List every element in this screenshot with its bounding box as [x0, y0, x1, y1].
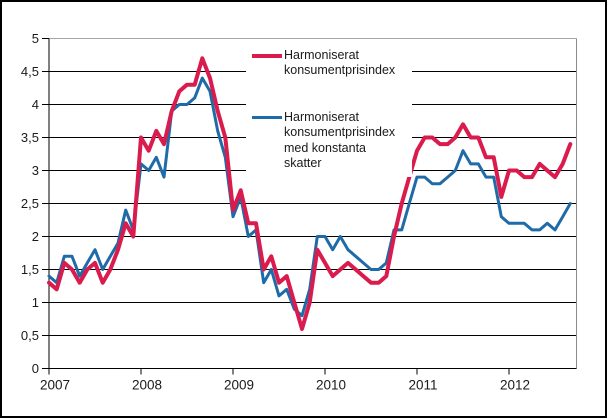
hicp-line-swatch	[252, 54, 282, 58]
svg-text:5: 5	[32, 31, 39, 46]
svg-text:4: 4	[32, 97, 39, 112]
svg-text:0,5: 0,5	[21, 328, 39, 343]
svg-text:3: 3	[32, 163, 39, 178]
legend-item-hicp: Harmoniserat konsumentprisindex	[252, 48, 412, 79]
legend-item-hicp-ct: Harmoniserat konsumentprisindex med kons…	[252, 110, 412, 172]
svg-text:4,5: 4,5	[21, 64, 39, 79]
svg-text:2,5: 2,5	[21, 196, 39, 211]
svg-text:3,5: 3,5	[21, 130, 39, 145]
svg-text:2012: 2012	[500, 378, 530, 393]
svg-text:2007: 2007	[40, 378, 70, 393]
svg-text:2008: 2008	[132, 378, 162, 393]
svg-text:2009: 2009	[224, 378, 254, 393]
series-line	[47, 56, 573, 331]
legend-label-hicp-ct: Harmoniserat konsumentprisindex med kons…	[284, 109, 396, 171]
svg-text:2010: 2010	[316, 378, 346, 393]
svg-text:1,5: 1,5	[21, 262, 39, 277]
svg-text:2011: 2011	[408, 378, 437, 393]
legend: Harmoniserat konsumentprisindex Harmonis…	[246, 42, 412, 178]
legend-label-hicp: Harmoniserat konsumentprisindex	[284, 48, 396, 78]
svg-text:0: 0	[32, 361, 39, 376]
svg-text:1: 1	[32, 295, 39, 310]
hicp-ct-line-swatch	[252, 115, 282, 119]
svg-text:2: 2	[32, 229, 39, 244]
